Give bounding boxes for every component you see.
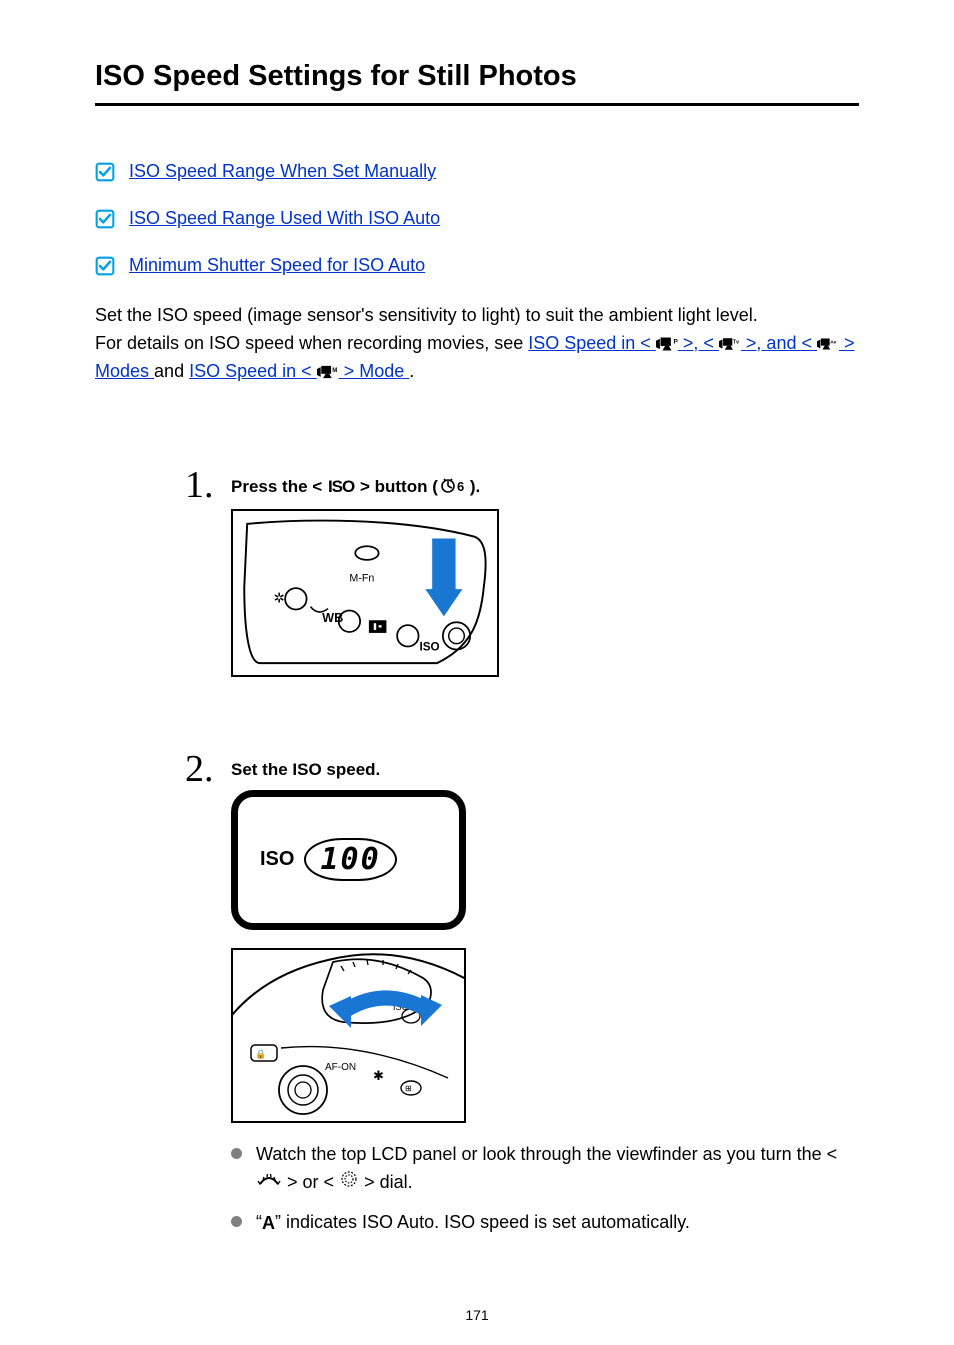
bullet-text: > dial.: [364, 1172, 413, 1192]
svg-text:✲: ✲: [273, 590, 284, 605]
bullet-item: “A” indicates ISO Auto. ISO speed is set…: [231, 1209, 849, 1237]
bullet-item: Watch the top LCD panel or look through …: [231, 1141, 849, 1198]
step-title-text: > button (: [360, 477, 438, 497]
quick-control-dial-icon: [339, 1169, 359, 1198]
svg-text:M-Fn: M-Fn: [349, 572, 374, 584]
figure-lcd-display: ISO 100: [231, 790, 466, 930]
svg-text:AF-ON: AF-ON: [325, 1062, 356, 1073]
link-iso-speed-m-mode[interactable]: ISO Speed in < M > Mode: [189, 361, 409, 381]
main-dial-icon: [256, 1169, 282, 1197]
bullet-text: > or <: [287, 1172, 334, 1192]
svg-text:✱: ✱: [373, 1068, 384, 1083]
steps-list: 1. Press the < ISO > button ( 6 ). M-Fn: [185, 466, 859, 1250]
bullet-text: Watch the top LCD panel or look through …: [256, 1144, 837, 1164]
lcd-value-highlight: 100: [304, 838, 396, 881]
step-title-text: Press the <: [231, 477, 322, 497]
step-2-bullets: Watch the top LCD panel or look through …: [231, 1141, 859, 1238]
movie-av-icon: Av: [817, 337, 839, 351]
page-title: ISO Speed Settings for Still Photos: [95, 60, 859, 106]
step-title-text: Set the ISO speed.: [231, 760, 380, 780]
step-1-title: Press the < ISO > button ( 6 ).: [231, 476, 859, 499]
page-number: 171: [0, 1307, 954, 1323]
timer-6-icon: 6: [440, 476, 468, 499]
svg-text:6: 6: [457, 479, 464, 494]
toc-link-auto-range[interactable]: ISO Speed Range Used With ISO Auto: [129, 208, 440, 229]
toc-checkbox-icon: [95, 256, 115, 276]
auto-a-icon: A: [262, 1210, 275, 1238]
movie-p-icon: P: [656, 337, 678, 351]
svg-text:Av: Av: [830, 340, 836, 346]
step-2-title: Set the ISO speed.: [231, 760, 859, 780]
svg-text:Tv: Tv: [733, 340, 739, 346]
svg-text:P: P: [673, 338, 678, 345]
step-2: 2. Set the ISO speed. ISO 100: [185, 750, 859, 1250]
bullet-text: ” indicates ISO Auto. ISO speed is set a…: [275, 1212, 690, 1232]
link-text: >, <: [683, 333, 714, 353]
lcd-value: 100: [320, 842, 380, 877]
intro-text: and: [154, 361, 189, 381]
svg-text:⊞: ⊞: [405, 1084, 412, 1093]
step-title-text: ).: [470, 477, 480, 497]
toc-item: Minimum Shutter Speed for ISO Auto: [95, 255, 859, 276]
figure-iso-button-location: M-Fn ✲ WB ISO: [231, 509, 499, 677]
link-text: ISO Speed in <: [189, 361, 312, 381]
link-text: ISO Speed in <: [528, 333, 651, 353]
svg-text:🔒: 🔒: [255, 1049, 266, 1059]
step-number: 1.: [185, 466, 231, 504]
movie-tv-icon: Tv: [719, 337, 741, 351]
svg-text:ISO: ISO: [420, 640, 440, 653]
bullet-dot-icon: [231, 1148, 242, 1159]
link-text: > Mode: [344, 361, 405, 381]
toc-link-manual-range[interactable]: ISO Speed Range When Set Manually: [129, 161, 436, 182]
toc-link-min-shutter[interactable]: Minimum Shutter Speed for ISO Auto: [129, 255, 425, 276]
step-number: 2.: [185, 750, 231, 788]
iso-button-icon: ISO: [324, 477, 358, 497]
svg-text:M: M: [332, 367, 337, 374]
step-1: 1. Press the < ISO > button ( 6 ). M-Fn: [185, 466, 859, 695]
lcd-iso-label: ISO: [260, 848, 294, 871]
table-of-contents: ISO Speed Range When Set Manually ISO Sp…: [95, 161, 859, 276]
toc-checkbox-icon: [95, 209, 115, 229]
toc-item: ISO Speed Range Used With ISO Auto: [95, 208, 859, 229]
link-text: >, and <: [746, 333, 812, 353]
intro-text: .: [409, 361, 414, 381]
toc-item: ISO Speed Range When Set Manually: [95, 161, 859, 182]
movie-m-icon: M: [317, 365, 339, 379]
intro-paragraph: Set the ISO speed (image sensor's sensit…: [95, 302, 859, 386]
toc-checkbox-icon: [95, 162, 115, 182]
intro-text: Set the ISO speed (image sensor's sensit…: [95, 305, 758, 325]
bullet-dot-icon: [231, 1216, 242, 1227]
intro-text: For details on ISO speed when recording …: [95, 333, 528, 353]
figure-dial-diagram: ISO 🔒 AF-ON ✱: [231, 948, 466, 1123]
